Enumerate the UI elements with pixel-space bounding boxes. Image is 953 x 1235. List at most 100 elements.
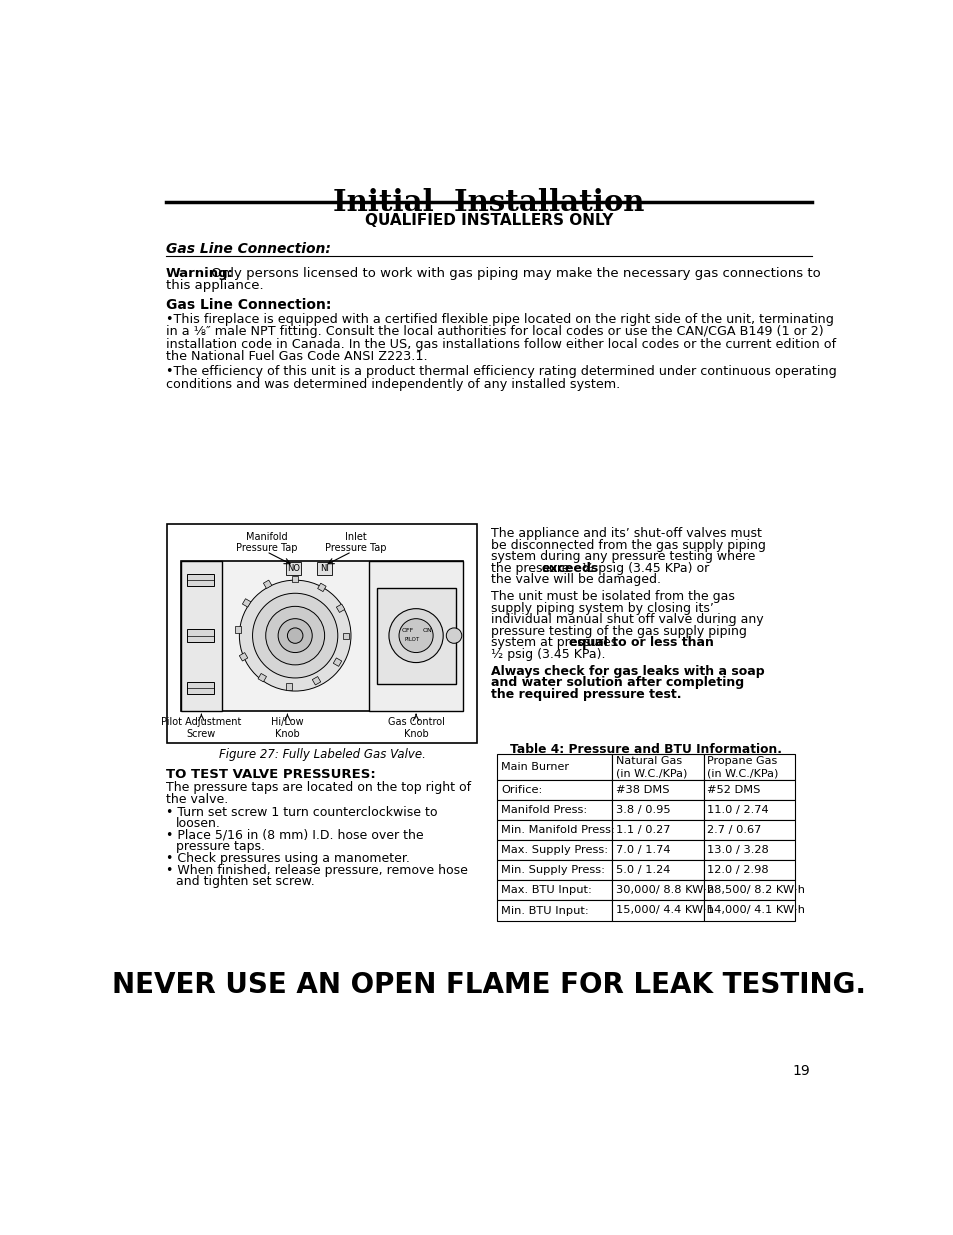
Circle shape (278, 619, 312, 652)
Bar (703, 820, 794, 841)
Bar (257, 673, 266, 682)
Text: #52 DMS: #52 DMS (707, 785, 760, 795)
Text: ON: ON (422, 627, 432, 632)
Text: Initial  Installation: Initial Installation (333, 188, 644, 217)
Bar (612, 900, 703, 920)
Text: Figure 27: Fully Labeled Gas Valve.: Figure 27: Fully Labeled Gas Valve. (218, 748, 425, 761)
Text: the pressure: the pressure (491, 562, 573, 574)
Bar (312, 677, 320, 685)
Bar (286, 562, 301, 574)
Bar (612, 755, 703, 781)
Text: Max. BTU Input:: Max. BTU Input: (500, 885, 592, 895)
Text: supply piping system by closing its’: supply piping system by closing its’ (491, 601, 714, 615)
Bar (703, 881, 794, 900)
Text: Gas Line Connection:: Gas Line Connection: (166, 242, 331, 256)
Bar (497, 781, 612, 800)
Text: The appliance and its’ shut-off valves must: The appliance and its’ shut-off valves m… (491, 527, 761, 540)
Circle shape (398, 619, 433, 652)
Bar (316, 562, 332, 574)
Bar (612, 820, 703, 841)
Text: NEVER USE AN OPEN FLAME FOR LEAK TESTING.: NEVER USE AN OPEN FLAME FOR LEAK TESTING… (112, 971, 865, 999)
Text: Only persons licensed to work with gas piping may make the necessary gas connect: Only persons licensed to work with gas p… (207, 267, 820, 280)
Bar (286, 683, 292, 689)
Text: the valve.: the valve. (166, 793, 228, 805)
Text: in a ⅛″ male NPT fitting. Consult the local authorities for local codes or use t: in a ⅛″ male NPT fitting. Consult the lo… (166, 325, 822, 338)
Bar (239, 652, 248, 661)
Bar (187, 574, 213, 587)
Bar (187, 682, 213, 694)
Text: pressure testing of the gas supply piping: pressure testing of the gas supply pipin… (491, 625, 746, 637)
Bar (497, 820, 612, 841)
Text: 7.0 / 1.74: 7.0 / 1.74 (616, 846, 670, 856)
Bar (703, 781, 794, 800)
Text: TO TEST VALVE PRESSURES:: TO TEST VALVE PRESSURES: (166, 768, 375, 781)
Bar (336, 604, 344, 613)
Bar (369, 561, 463, 711)
Text: • Place 5/16 in (8 mm) I.D. hose over the: • Place 5/16 in (8 mm) I.D. hose over th… (166, 829, 423, 842)
Text: Propane Gas
(in W.C./KPa): Propane Gas (in W.C./KPa) (707, 757, 778, 778)
Text: 5.0 / 1.24: 5.0 / 1.24 (616, 866, 670, 876)
Text: and water solution after completing: and water solution after completing (491, 677, 743, 689)
Text: NO: NO (287, 564, 300, 573)
Text: the required pressure test.: the required pressure test. (491, 688, 681, 701)
Text: #38 DMS: #38 DMS (616, 785, 669, 795)
Text: Table 4: Pressure and BTU Information.: Table 4: Pressure and BTU Information. (510, 743, 781, 756)
Bar (497, 800, 612, 820)
Text: The pressure taps are located on the top right of: The pressure taps are located on the top… (166, 782, 471, 794)
Text: loosen.: loosen. (175, 818, 220, 830)
Bar (612, 881, 703, 900)
Text: individual manual shut off valve during any: individual manual shut off valve during … (491, 614, 763, 626)
Bar (497, 841, 612, 861)
Text: 11.0 / 2.74: 11.0 / 2.74 (707, 805, 768, 815)
Bar (497, 881, 612, 900)
Text: the valve will be damaged.: the valve will be damaged. (491, 573, 660, 587)
Bar (703, 755, 794, 781)
Text: Max. Supply Press:: Max. Supply Press: (500, 846, 608, 856)
Text: The unit must be isolated from the gas: The unit must be isolated from the gas (491, 590, 735, 603)
Text: equal to or less than: equal to or less than (568, 636, 713, 650)
Circle shape (446, 627, 461, 643)
Text: PILOT: PILOT (404, 637, 419, 642)
Bar (234, 626, 241, 632)
Bar (187, 630, 213, 642)
Bar (703, 841, 794, 861)
Text: 28,500/ 8.2 KW·h: 28,500/ 8.2 KW·h (707, 885, 804, 895)
Text: 14,000/ 4.1 KW·h: 14,000/ 4.1 KW·h (707, 905, 804, 915)
Text: be disconnected from the gas supply piping: be disconnected from the gas supply pipi… (491, 538, 765, 552)
Bar (703, 800, 794, 820)
Text: Natural Gas
(in W.C./KPa): Natural Gas (in W.C./KPa) (616, 757, 687, 778)
Text: • Check pressures using a manometer.: • Check pressures using a manometer. (166, 852, 409, 864)
Text: Manifold
Pressure Tap: Manifold Pressure Tap (235, 531, 297, 553)
Text: 12.0 / 2.98: 12.0 / 2.98 (707, 866, 768, 876)
Text: Gas Line Connection:: Gas Line Connection: (166, 298, 331, 311)
Text: 13.0 / 3.28: 13.0 / 3.28 (707, 846, 768, 856)
Circle shape (253, 593, 337, 678)
Circle shape (266, 606, 324, 664)
Text: ½ psig (3.45 KPa).: ½ psig (3.45 KPa). (491, 648, 605, 661)
Text: Min. BTU Input:: Min. BTU Input: (500, 905, 588, 915)
Text: 19: 19 (792, 1065, 810, 1078)
Text: Inlet
Pressure Tap: Inlet Pressure Tap (325, 531, 386, 553)
Bar (333, 658, 341, 667)
Text: 2.7 / 0.67: 2.7 / 0.67 (707, 825, 761, 835)
Text: ½ psig (3.45 KPa) or: ½ psig (3.45 KPa) or (578, 562, 709, 574)
Text: •The efficiency of this unit is a product thermal efficiency rating determined u: •The efficiency of this unit is a produc… (166, 366, 836, 378)
Text: 3.8 / 0.95: 3.8 / 0.95 (616, 805, 670, 815)
Text: Min. Supply Press:: Min. Supply Press: (500, 866, 605, 876)
Bar (292, 576, 298, 582)
Text: this appliance.: this appliance. (166, 279, 263, 293)
Text: installation code in Canada. In the US, gas installations follow either local co: installation code in Canada. In the US, … (166, 337, 835, 351)
Text: 1.1 / 0.27: 1.1 / 0.27 (616, 825, 670, 835)
Text: Orifice:: Orifice: (500, 785, 542, 795)
Text: 15,000/ 4.4 KW·h: 15,000/ 4.4 KW·h (616, 905, 713, 915)
Bar (376, 588, 456, 684)
Bar (242, 599, 251, 608)
Bar (497, 861, 612, 881)
Text: the National Fuel Gas Code ANSI Z223.1.: the National Fuel Gas Code ANSI Z223.1. (166, 350, 427, 363)
Text: conditions and was determined independently of any installed system.: conditions and was determined independen… (166, 378, 619, 390)
Text: Gas Control
Knob: Gas Control Knob (387, 718, 444, 739)
Text: Min. Manifold Press:: Min. Manifold Press: (500, 825, 615, 835)
Text: • Turn set screw 1 turn counterclockwise to: • Turn set screw 1 turn counterclockwise… (166, 805, 436, 819)
Bar (167, 524, 476, 743)
Text: NI: NI (320, 564, 329, 573)
